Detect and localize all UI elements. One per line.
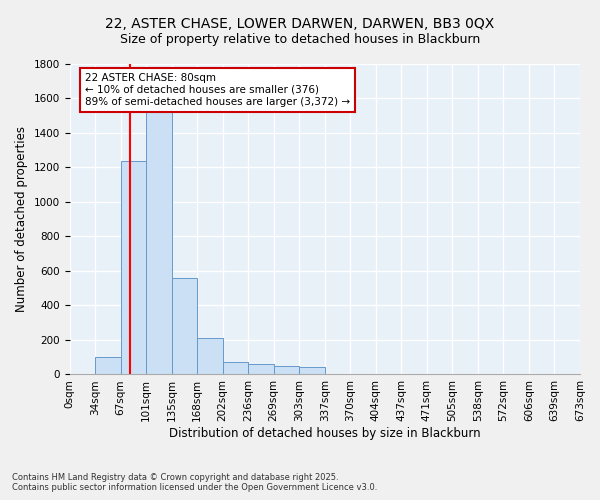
Bar [95, 357, 121, 374]
Text: Contains public sector information licensed under the Open Government Licence v3: Contains public sector information licen… [12, 482, 377, 492]
Bar [274, 366, 299, 374]
Bar [197, 338, 223, 374]
Bar [146, 112, 172, 374]
Text: Size of property relative to detached houses in Blackburn: Size of property relative to detached ho… [120, 32, 480, 46]
Text: 22 ASTER CHASE: 80sqm
← 10% of detached houses are smaller (376)
89% of semi-det: 22 ASTER CHASE: 80sqm ← 10% of detached … [85, 74, 350, 106]
Bar [299, 366, 325, 374]
Text: 22, ASTER CHASE, LOWER DARWEN, DARWEN, BB3 0QX: 22, ASTER CHASE, LOWER DARWEN, DARWEN, B… [106, 18, 494, 32]
Bar [121, 160, 146, 374]
X-axis label: Distribution of detached houses by size in Blackburn: Distribution of detached houses by size … [169, 427, 481, 440]
Bar [223, 362, 248, 374]
Y-axis label: Number of detached properties: Number of detached properties [15, 126, 28, 312]
Bar [248, 364, 274, 374]
Bar [172, 278, 197, 374]
Text: Contains HM Land Registry data © Crown copyright and database right 2025.: Contains HM Land Registry data © Crown c… [12, 472, 338, 482]
